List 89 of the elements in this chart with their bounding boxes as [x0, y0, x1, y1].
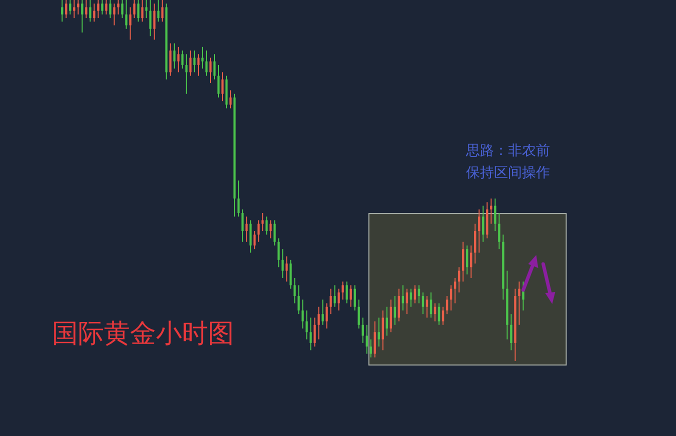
candlestick [286, 256, 288, 282]
candlestick [346, 281, 348, 304]
candlestick [310, 317, 312, 351]
candlestick [262, 212, 264, 232]
candlestick [294, 277, 296, 304]
candlestick [113, 3, 116, 26]
candlestick [105, 0, 108, 15]
candlestick [221, 72, 224, 102]
candlestick [181, 50, 184, 70]
annotation: 思路：非农前 [466, 142, 550, 161]
candlestick [314, 317, 316, 348]
candlestick [318, 306, 320, 340]
candlestick [518, 281, 520, 326]
candlestick [282, 248, 284, 278]
candlestick [173, 42, 176, 70]
candlestick [422, 292, 424, 315]
candlestick [137, 0, 140, 22]
candlestick [253, 230, 256, 250]
candlestick [133, 0, 136, 19]
candlestick [446, 296, 448, 315]
candlestick [374, 320, 376, 358]
candlestick [482, 205, 484, 242]
candlestick [438, 302, 440, 326]
candlestick [426, 296, 428, 318]
candlestick [338, 288, 340, 311]
candlestick [85, 0, 88, 19]
candlestick [510, 314, 512, 351]
candlestick [217, 64, 220, 98]
candlestick [366, 324, 368, 354]
annotation: 保持区间操作 [466, 164, 550, 183]
candlestick [69, 0, 72, 15]
candlestick [358, 299, 360, 330]
candlestick [470, 244, 472, 278]
candlestick [462, 241, 464, 282]
candlestick [290, 259, 292, 290]
candlestick [101, 0, 104, 15]
candlestick [274, 220, 276, 246]
candlestick [266, 216, 268, 236]
candlestick [121, 0, 124, 19]
candlestick [237, 180, 240, 218]
candlestick [334, 284, 336, 308]
candlestick [498, 212, 500, 250]
candlestick [161, 0, 164, 22]
candlestick [141, 0, 144, 22]
candlestick [398, 288, 400, 322]
candlestick [241, 208, 244, 242]
candlestick [145, 0, 148, 19]
candlestick [153, 3, 156, 40]
candlestick [322, 299, 324, 326]
candlestick [125, 0, 128, 30]
candlestick [350, 284, 352, 308]
candlestick [370, 338, 372, 358]
candlestick [330, 288, 332, 315]
candlestick [386, 306, 388, 336]
candlestick [65, 0, 68, 19]
candlestick [61, 0, 64, 22]
candlestick [342, 281, 344, 300]
candlestick [278, 238, 280, 268]
candlestick [466, 244, 468, 275]
candlestick [362, 317, 364, 344]
candlestick [89, 0, 92, 22]
candlestick [390, 299, 392, 333]
candlestick [302, 299, 304, 330]
candlestick [77, 0, 80, 15]
candlestick [109, 0, 112, 19]
candlestick [129, 6, 132, 40]
candlestick [430, 292, 432, 318]
candlestick [213, 54, 216, 80]
candlestick [326, 302, 328, 330]
candlestick [97, 0, 100, 19]
candlestick [249, 220, 252, 254]
candlestick [442, 306, 444, 326]
candlestick [93, 3, 96, 22]
candlestick [73, 0, 76, 19]
candlestick [149, 0, 152, 37]
candlestick [81, 0, 84, 33]
candlestick [354, 284, 356, 311]
text: 国际黄金小时图 [52, 318, 234, 351]
candlestick [169, 42, 172, 76]
candlestick [494, 198, 496, 232]
candlestick [478, 208, 480, 254]
candlestick [117, 0, 120, 15]
candlestick [454, 277, 456, 304]
candlestick [306, 310, 308, 340]
candlestick [378, 317, 380, 348]
candlestick [474, 223, 476, 264]
candlestick [382, 310, 384, 351]
candlestick [298, 284, 300, 315]
candlestick [177, 46, 180, 73]
